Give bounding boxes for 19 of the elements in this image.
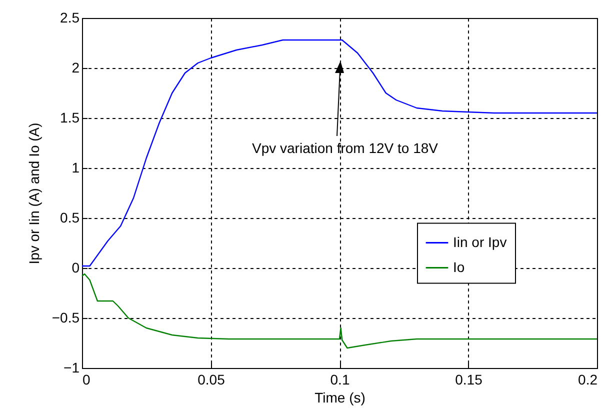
y-tick-label: 2.5 — [60, 10, 80, 26]
line-series — [81, 273, 598, 349]
x-tick-label: 0 — [82, 372, 90, 388]
y-tick-label: 1 — [72, 160, 80, 176]
x-tick-label: 0.1 — [330, 372, 350, 388]
y-tick-label: 1.5 — [60, 110, 80, 126]
y-tick-label: −1 — [64, 360, 80, 376]
y-tick-label: −0.5 — [52, 310, 80, 326]
y-tick-label: 0.5 — [60, 210, 80, 226]
x-tick-label: 0.15 — [455, 372, 483, 388]
x-tick-label: 0.2 — [578, 372, 598, 388]
y-axis-title: Ipv or Iin (A) and Io (A) — [26, 122, 42, 264]
annotation: Vpv variation from 12V to 18V — [252, 140, 439, 156]
x-tick-label: 0.05 — [198, 372, 226, 388]
legend-label: Iin or Ipv — [453, 234, 507, 250]
x-axis-title: Time (s) — [314, 390, 366, 406]
y-tick-label: 0 — [72, 260, 80, 276]
legend-label: Io — [453, 258, 465, 275]
y-tick-label: 2 — [72, 60, 80, 76]
